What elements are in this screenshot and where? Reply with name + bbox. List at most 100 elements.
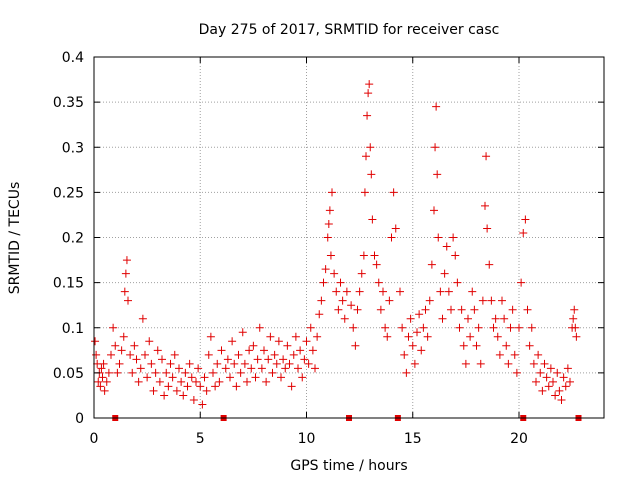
data-point [410, 359, 419, 368]
data-point [468, 287, 477, 296]
data-point [498, 296, 506, 305]
data-point [94, 377, 103, 386]
data-point [434, 233, 443, 242]
data-point [253, 355, 262, 364]
data-point [187, 373, 196, 382]
data-point [217, 346, 226, 355]
data-point [298, 373, 307, 382]
data-point [347, 301, 356, 310]
data-point [170, 350, 179, 359]
data-point [493, 332, 502, 341]
data-point [398, 323, 407, 332]
data-point [302, 337, 311, 346]
y-tick-label: 0.35 [53, 95, 84, 111]
data-point [317, 296, 326, 305]
data-point [132, 355, 141, 364]
data-point [270, 350, 279, 359]
data-point [236, 368, 245, 377]
data-point [423, 332, 432, 341]
data-point [234, 350, 243, 359]
data-point [291, 332, 300, 341]
data-point [461, 359, 470, 368]
data-point [544, 382, 553, 391]
data-point [355, 287, 364, 296]
data-point [128, 368, 137, 377]
y-tick-label: 0.1 [62, 321, 84, 337]
data-point [559, 373, 568, 382]
y-tick-label: 0.05 [53, 366, 84, 382]
data-point [304, 359, 313, 368]
data-point [124, 296, 132, 305]
axis-ticks [93, 56, 604, 419]
data-point [376, 305, 385, 314]
data-point [166, 359, 175, 368]
data-point [470, 305, 479, 314]
data-point [328, 188, 336, 197]
data-point [532, 377, 540, 386]
data-point [359, 251, 368, 260]
data-point [538, 386, 547, 395]
data-point [175, 364, 183, 373]
data-point [523, 305, 532, 314]
data-point [370, 251, 379, 260]
data-point [100, 386, 109, 395]
data-point [272, 359, 281, 368]
data-point [571, 323, 580, 332]
data-point [447, 305, 455, 314]
data-point [508, 305, 517, 314]
data-point [553, 368, 562, 377]
data-point [249, 341, 258, 350]
data-point [151, 368, 160, 377]
data-point [572, 332, 581, 341]
data-point [464, 314, 472, 323]
y-axis-label: SRMTID / TECUs [7, 182, 23, 295]
data-point [300, 355, 309, 364]
data-point [404, 332, 413, 341]
data-point [238, 328, 247, 337]
y-tick-label: 0.2 [62, 231, 84, 247]
data-point [566, 377, 574, 386]
data-point [92, 350, 101, 359]
data-point [427, 260, 436, 269]
data-point [111, 341, 120, 350]
data-point [387, 233, 396, 242]
data-point [213, 359, 222, 368]
data-point [563, 364, 572, 373]
data-point [136, 364, 145, 373]
x-axis-label: GPS time / hours [290, 458, 407, 474]
chart-title: Day 275 of 2017, SRMTID for receiver cas… [199, 22, 500, 38]
data-point [226, 373, 234, 382]
data-point [223, 355, 232, 364]
data-point [366, 143, 375, 152]
data-point [240, 359, 249, 368]
data-point [122, 256, 131, 265]
y-tick-label: 0.25 [53, 185, 84, 201]
data-point [99, 359, 108, 368]
data-point [415, 310, 424, 319]
data-point [569, 314, 578, 323]
data-point [134, 377, 143, 386]
data-point [211, 382, 220, 391]
data-point [536, 368, 545, 377]
y-tick-label: 0.15 [53, 276, 84, 292]
data-point [179, 391, 188, 400]
data-point [478, 296, 487, 305]
data-point [360, 188, 369, 197]
data-point [351, 341, 360, 350]
data-point [330, 269, 339, 278]
data-point [281, 364, 290, 373]
data-point [430, 206, 438, 215]
data-point [204, 350, 213, 359]
x-tick-label: 5 [196, 431, 205, 447]
data-point [198, 400, 207, 409]
data-point [181, 368, 190, 377]
data-point [381, 323, 390, 332]
data-point [194, 364, 203, 373]
data-point [357, 269, 366, 278]
data-point [160, 391, 169, 400]
data-point [349, 323, 358, 332]
data-point [266, 332, 275, 341]
y-tick-label: 0 [75, 411, 84, 427]
data-point [130, 341, 139, 350]
